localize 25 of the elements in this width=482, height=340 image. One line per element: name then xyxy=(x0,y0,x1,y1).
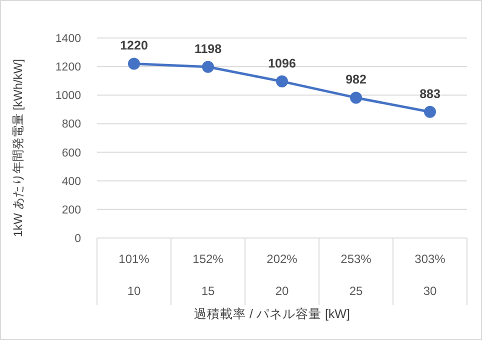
point xyxy=(424,106,436,118)
y-tick-label: 800 xyxy=(62,118,81,131)
category-label: 101% 10 xyxy=(118,252,150,298)
data-label: 982 xyxy=(346,72,366,87)
category-label: 152% 15 xyxy=(192,252,224,298)
point xyxy=(202,60,214,73)
data-label: 1096 xyxy=(268,56,296,70)
data-label: 1198 xyxy=(194,42,222,56)
y-tick-label: 200 xyxy=(62,204,81,216)
category-label: 202% 20 xyxy=(266,252,298,298)
data-label: 883 xyxy=(420,86,440,101)
x-axis-title: 過積載率 / パネル容量 [kW] xyxy=(194,306,350,321)
category-label: 253% 25 xyxy=(340,252,372,298)
category-label: 303% 30 xyxy=(414,252,446,298)
point xyxy=(350,92,362,104)
y-tick-label: 1400 xyxy=(55,33,81,45)
y-tick-label: 400 xyxy=(62,176,81,188)
point xyxy=(128,58,140,70)
y-tick-label: 1200 xyxy=(55,62,81,74)
data-label: 1220 xyxy=(120,38,148,53)
point xyxy=(276,75,288,88)
y-tick-label: 600 xyxy=(62,147,81,160)
y-tick-label: 1000 xyxy=(55,90,81,102)
y-axis-title: 1kW あたり年間発電量 [kWh/kW] xyxy=(11,59,25,237)
y-tick-label: 0 xyxy=(74,233,81,245)
